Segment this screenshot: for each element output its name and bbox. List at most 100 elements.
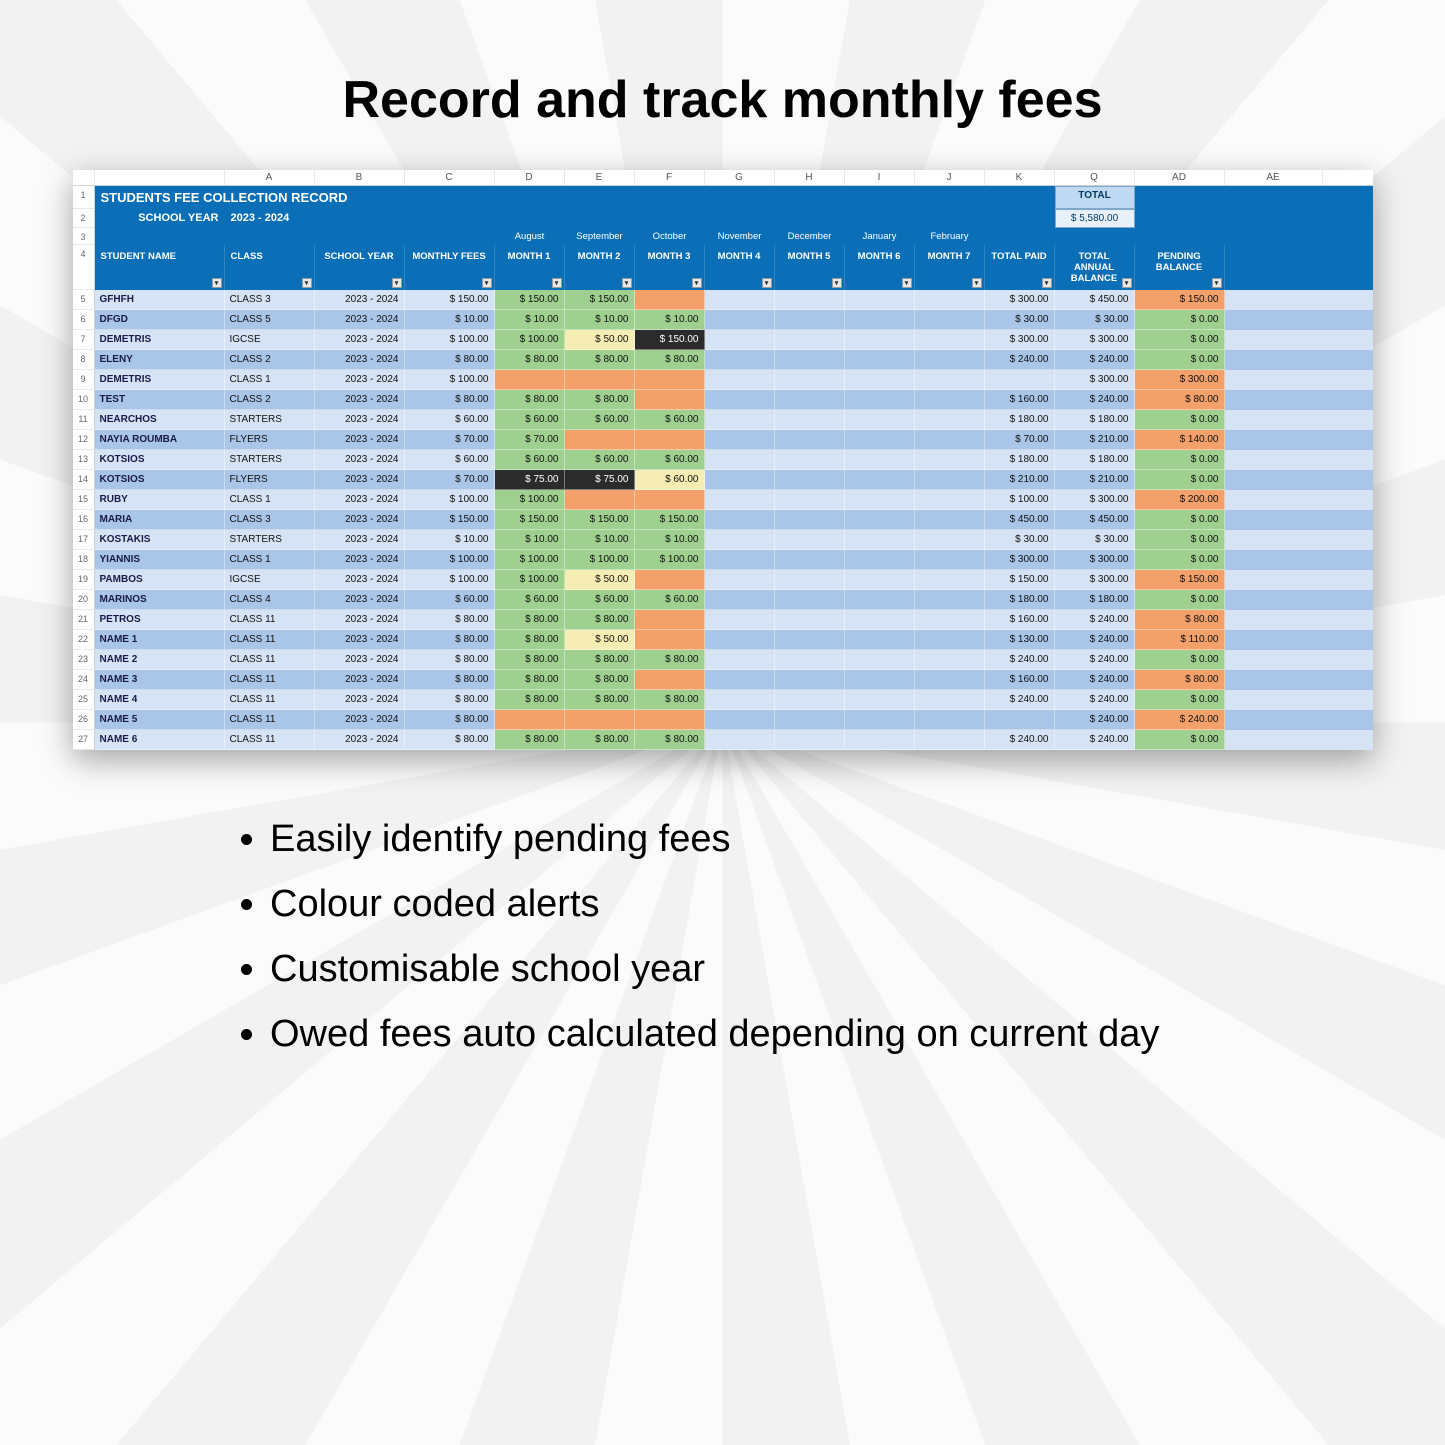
cell-month-2[interactable]: $ 75.00 bbox=[565, 470, 635, 490]
cell-monthly-fee[interactable]: $ 80.00 bbox=[405, 610, 495, 630]
cell-month-3[interactable] bbox=[635, 390, 705, 410]
cell-monthly-fee[interactable]: $ 80.00 bbox=[405, 630, 495, 650]
cell-class[interactable]: STARTERS bbox=[225, 530, 315, 550]
cell-month-4[interactable] bbox=[705, 490, 775, 510]
cell-pending-balance[interactable]: $ 0.00 bbox=[1135, 510, 1225, 530]
cell-school-year[interactable]: 2023 - 2024 bbox=[315, 450, 405, 470]
cell-month-3[interactable] bbox=[635, 570, 705, 590]
cell-month-5[interactable] bbox=[775, 590, 845, 610]
cell-annual-balance[interactable]: $ 300.00 bbox=[1055, 370, 1135, 390]
header-total-paid[interactable]: TOTAL PAID▾ bbox=[985, 245, 1055, 290]
header-pending-balance[interactable]: PENDING BALANCE▾ bbox=[1135, 245, 1225, 290]
cell-school-year[interactable]: 2023 - 2024 bbox=[315, 410, 405, 430]
cell-annual-balance[interactable]: $ 240.00 bbox=[1055, 390, 1135, 410]
cell-monthly-fee[interactable]: $ 150.00 bbox=[405, 290, 495, 310]
cell-month-4[interactable] bbox=[705, 670, 775, 690]
cell-annual-balance[interactable]: $ 300.00 bbox=[1055, 570, 1135, 590]
cell-total-paid[interactable]: $ 450.00 bbox=[985, 510, 1055, 530]
cell-student-name[interactable]: PAMBOS bbox=[95, 570, 225, 590]
cell-month-7[interactable] bbox=[915, 390, 985, 410]
cell-total-paid[interactable]: $ 150.00 bbox=[985, 570, 1055, 590]
cell-school-year[interactable]: 2023 - 2024 bbox=[315, 290, 405, 310]
cell-total-paid[interactable]: $ 240.00 bbox=[985, 650, 1055, 670]
cell-monthly-fee[interactable]: $ 100.00 bbox=[405, 330, 495, 350]
cell-monthly-fee[interactable]: $ 60.00 bbox=[405, 590, 495, 610]
cell-month-5[interactable] bbox=[775, 330, 845, 350]
filter-dropdown-icon[interactable]: ▾ bbox=[482, 278, 492, 288]
cell-annual-balance[interactable]: $ 240.00 bbox=[1055, 710, 1135, 730]
cell-annual-balance[interactable]: $ 240.00 bbox=[1055, 730, 1135, 750]
cell-month-6[interactable] bbox=[845, 370, 915, 390]
cell-annual-balance[interactable]: $ 450.00 bbox=[1055, 290, 1135, 310]
cell-total-paid[interactable]: $ 240.00 bbox=[985, 350, 1055, 370]
cell-total-paid[interactable]: $ 160.00 bbox=[985, 610, 1055, 630]
cell-month-2[interactable]: $ 10.00 bbox=[565, 310, 635, 330]
cell-class[interactable]: STARTERS bbox=[225, 450, 315, 470]
cell-annual-balance[interactable]: $ 180.00 bbox=[1055, 590, 1135, 610]
cell-month-1[interactable] bbox=[495, 710, 565, 730]
filter-dropdown-icon[interactable]: ▾ bbox=[1212, 278, 1222, 288]
cell-month-2[interactable]: $ 50.00 bbox=[565, 330, 635, 350]
cell-month-1[interactable]: $ 100.00 bbox=[495, 550, 565, 570]
cell-school-year[interactable]: 2023 - 2024 bbox=[315, 590, 405, 610]
cell-month-3[interactable]: $ 60.00 bbox=[635, 450, 705, 470]
cell-month-1[interactable]: $ 80.00 bbox=[495, 350, 565, 370]
filter-dropdown-icon[interactable]: ▾ bbox=[622, 278, 632, 288]
cell-month-7[interactable] bbox=[915, 370, 985, 390]
cell-month-3[interactable] bbox=[635, 610, 705, 630]
cell-total-paid[interactable]: $ 240.00 bbox=[985, 730, 1055, 750]
cell-month-2[interactable] bbox=[565, 710, 635, 730]
cell-total-paid[interactable]: $ 30.00 bbox=[985, 530, 1055, 550]
cell-pending-balance[interactable]: $ 150.00 bbox=[1135, 570, 1225, 590]
cell-month-1[interactable]: $ 100.00 bbox=[495, 570, 565, 590]
cell-class[interactable]: CLASS 4 bbox=[225, 590, 315, 610]
cell-month-3[interactable] bbox=[635, 430, 705, 450]
cell-student-name[interactable]: NAME 6 bbox=[95, 730, 225, 750]
cell-total-paid[interactable]: $ 180.00 bbox=[985, 590, 1055, 610]
cell-month-1[interactable]: $ 10.00 bbox=[495, 310, 565, 330]
cell-school-year[interactable]: 2023 - 2024 bbox=[315, 550, 405, 570]
header-month-6[interactable]: MONTH 6▾ bbox=[845, 245, 915, 290]
filter-dropdown-icon[interactable]: ▾ bbox=[902, 278, 912, 288]
cell-month-5[interactable] bbox=[775, 310, 845, 330]
header-month-5[interactable]: MONTH 5▾ bbox=[775, 245, 845, 290]
cell-school-year[interactable]: 2023 - 2024 bbox=[315, 530, 405, 550]
filter-dropdown-icon[interactable]: ▾ bbox=[762, 278, 772, 288]
cell-pending-balance[interactable]: $ 0.00 bbox=[1135, 470, 1225, 490]
cell-total-paid[interactable]: $ 70.00 bbox=[985, 430, 1055, 450]
cell-total-paid[interactable]: $ 180.00 bbox=[985, 410, 1055, 430]
filter-dropdown-icon[interactable]: ▾ bbox=[692, 278, 702, 288]
filter-dropdown-icon[interactable]: ▾ bbox=[832, 278, 842, 288]
cell-month-1[interactable]: $ 60.00 bbox=[495, 410, 565, 430]
cell-month-4[interactable] bbox=[705, 310, 775, 330]
cell-month-2[interactable] bbox=[565, 430, 635, 450]
cell-student-name[interactable]: NAYIA ROUMBA bbox=[95, 430, 225, 450]
cell-month-7[interactable] bbox=[915, 650, 985, 670]
cell-month-4[interactable] bbox=[705, 610, 775, 630]
cell-month-5[interactable] bbox=[775, 730, 845, 750]
cell-month-2[interactable]: $ 80.00 bbox=[565, 670, 635, 690]
cell-month-5[interactable] bbox=[775, 450, 845, 470]
cell-month-5[interactable] bbox=[775, 650, 845, 670]
cell-month-7[interactable] bbox=[915, 530, 985, 550]
cell-school-year[interactable]: 2023 - 2024 bbox=[315, 370, 405, 390]
cell-month-5[interactable] bbox=[775, 670, 845, 690]
cell-student-name[interactable]: NEARCHOS bbox=[95, 410, 225, 430]
cell-monthly-fee[interactable]: $ 70.00 bbox=[405, 470, 495, 490]
cell-month-3[interactable]: $ 60.00 bbox=[635, 470, 705, 490]
cell-month-5[interactable] bbox=[775, 710, 845, 730]
cell-month-3[interactable] bbox=[635, 370, 705, 390]
cell-month-4[interactable] bbox=[705, 650, 775, 670]
cell-month-7[interactable] bbox=[915, 730, 985, 750]
cell-month-6[interactable] bbox=[845, 310, 915, 330]
cell-month-1[interactable]: $ 150.00 bbox=[495, 510, 565, 530]
header-student[interactable]: STUDENT NAME▾ bbox=[95, 245, 225, 290]
cell-student-name[interactable]: DFGD bbox=[95, 310, 225, 330]
cell-month-3[interactable]: $ 80.00 bbox=[635, 690, 705, 710]
cell-annual-balance[interactable]: $ 300.00 bbox=[1055, 550, 1135, 570]
cell-student-name[interactable]: KOTSIOS bbox=[95, 470, 225, 490]
cell-month-3[interactable]: $ 80.00 bbox=[635, 650, 705, 670]
cell-month-6[interactable] bbox=[845, 490, 915, 510]
cell-class[interactable]: CLASS 2 bbox=[225, 390, 315, 410]
cell-student-name[interactable]: ELENY bbox=[95, 350, 225, 370]
